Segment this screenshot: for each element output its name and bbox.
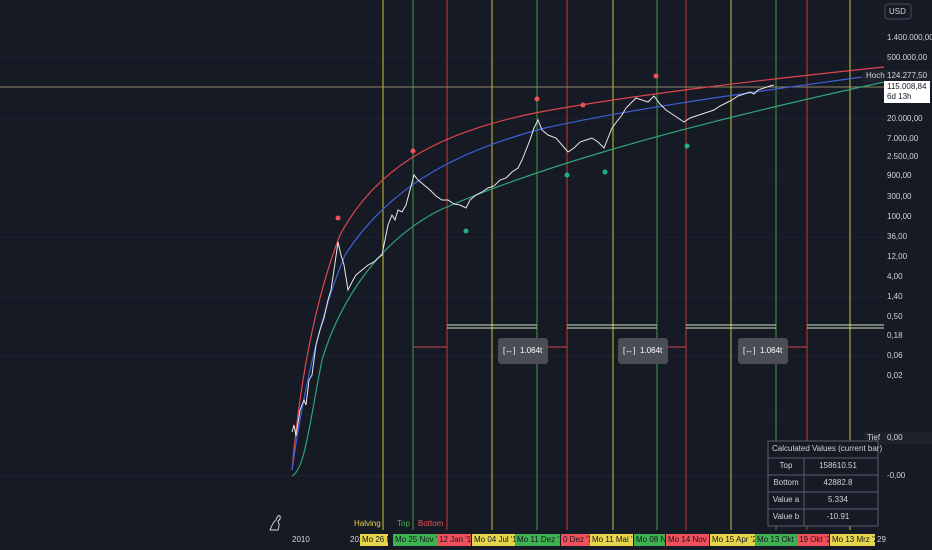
price-label: 1.400.000,00 <box>887 33 932 42</box>
date-badge <box>360 534 388 546</box>
date-label: 29 <box>877 535 886 544</box>
bottom-curve <box>291 81 885 477</box>
price-label: 36,00 <box>887 232 908 241</box>
date-badge <box>437 534 471 546</box>
top-curve <box>291 66 885 471</box>
price-label: 2.500,00 <box>887 152 919 161</box>
price-label: 500.000,00 <box>887 53 928 62</box>
table-value: 158610.51 <box>819 461 857 470</box>
date-badge <box>666 534 709 546</box>
price-label: -0,00 <box>887 471 906 480</box>
date-label: Mo 13 Mrz '28 <box>832 535 883 544</box>
price-label: 20.000,00 <box>887 114 923 123</box>
price-label: 100,00 <box>887 212 912 221</box>
date-label: Mo 04 Jul '16 <box>474 535 522 544</box>
date-label: Mo 15 Apr '24 <box>712 535 762 544</box>
price-label: 900,00 <box>887 171 912 180</box>
logo <box>269 515 281 531</box>
price-label: 0,02 <box>887 371 903 380</box>
date-badge <box>393 534 437 546</box>
date-label: Mo 26 Nov <box>362 535 401 544</box>
low-value: 0,00 <box>887 433 903 442</box>
countdown: 6d 13h <box>887 92 911 101</box>
table-key: Top <box>780 461 793 470</box>
high-label: Hoch <box>866 71 885 80</box>
cycle-arrows <box>413 324 884 348</box>
date-label: Mo 14 Nov '22 <box>668 535 720 544</box>
date-label: Mo 25 Nov '13 <box>395 535 447 544</box>
price-label: 0,50 <box>887 312 903 321</box>
date-badge <box>755 534 797 546</box>
table-key: Bottom <box>773 478 799 487</box>
price-label: 4,00 <box>887 272 903 281</box>
table <box>767 440 879 527</box>
date-badge <box>590 534 633 546</box>
price-line <box>291 84 775 437</box>
high-value: 124.277,50 <box>887 71 928 80</box>
measure-box <box>498 338 548 364</box>
measure-icon: [↔] <box>503 346 515 355</box>
legend-halving: Halving <box>354 519 381 528</box>
currency-button[interactable] <box>884 3 912 20</box>
date-label: Mo 11 Mai '20 <box>592 535 642 544</box>
date-badge <box>472 534 515 546</box>
price-label: 0,06 <box>887 351 903 360</box>
low-badge <box>864 432 932 444</box>
measure-icon: [↔] <box>743 346 755 355</box>
date-label: 12 Jan '15 <box>439 535 476 544</box>
high-badge <box>862 70 932 82</box>
table-key: Value a <box>773 495 800 504</box>
measure-box <box>738 338 788 364</box>
signal-dots <box>335 73 690 234</box>
measure-value: 1.064t <box>520 346 543 355</box>
measure-value: 1.064t <box>760 346 783 355</box>
mid-curve <box>291 73 885 471</box>
date-badge <box>710 534 755 546</box>
table-key: Value b <box>773 512 800 521</box>
price-label: 12,00 <box>887 252 908 261</box>
price-label: 300,00 <box>887 192 912 201</box>
date-label: 2010 <box>292 535 310 544</box>
date-badge <box>830 534 875 546</box>
legend-bottom: Bottom <box>418 519 444 528</box>
table-value: -10.91 <box>827 512 850 521</box>
date-label: 0 Dez '18 <box>563 535 597 544</box>
grid <box>0 57 884 477</box>
price-label: 7.000,00 <box>887 134 919 143</box>
table-title: Calculated Values (current bar) <box>772 444 882 453</box>
table-value: 42882.8 <box>824 478 853 487</box>
date-badge <box>515 534 560 546</box>
date-label: 19 Okt '26 <box>799 535 836 544</box>
price-label: 1,40 <box>887 292 903 301</box>
table-value: 5.334 <box>828 495 849 504</box>
measure-box <box>618 338 668 364</box>
measure-value: 1.064t <box>640 346 663 355</box>
date-label: 201 <box>350 535 364 544</box>
date-label: Mo 13 Okt '25 <box>757 535 807 544</box>
legend-top: Top <box>397 519 410 528</box>
measure-icon: [↔] <box>623 346 635 355</box>
low-label: Tief <box>867 433 881 442</box>
last-price: 115.008,84 <box>887 82 927 91</box>
currency[interactable]: USD <box>889 7 906 16</box>
date-label: Mo 08 Nov <box>636 535 675 544</box>
date-badge <box>797 534 829 546</box>
date-badge <box>561 534 590 546</box>
last-price-badge <box>884 81 930 103</box>
price-label: 0,18 <box>887 331 903 340</box>
date-label: Mo 11 Dez '17 <box>517 535 568 544</box>
date-badge <box>634 534 665 546</box>
